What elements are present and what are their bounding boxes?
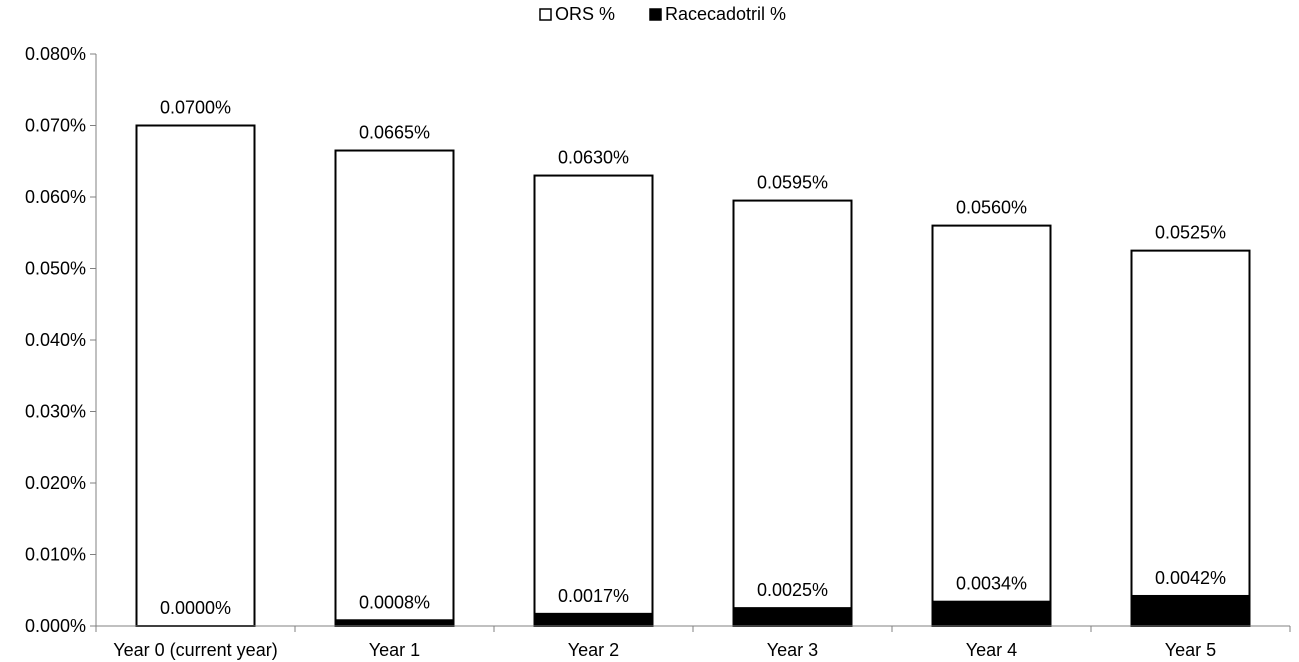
y-tick-label: 0.080% (25, 44, 86, 64)
x-axis: Year 0 (current year) Year 1 Year 2 Year 3 Y… (95, 625, 1291, 660)
data-label-racecadotril: 0.0017% (558, 586, 629, 606)
y-tick-label: 0.030% (25, 402, 86, 422)
data-label-ors: 0.0525% (1155, 223, 1226, 243)
x-category-label: Year 5 (1165, 640, 1216, 660)
y-tick-label: 0.020% (25, 473, 86, 493)
x-category-label: Year 2 (568, 640, 619, 660)
data-label-ors: 0.0595% (757, 173, 828, 193)
bar-racecadotril (1130, 594, 1251, 627)
legend-swatch-ors (539, 8, 552, 21)
data-label-racecadotril: 0.0025% (757, 580, 828, 600)
x-category-label: Year 0 (current year) (113, 640, 277, 660)
data-label-racecadotril: 0.0042% (1155, 568, 1226, 588)
y-tick-label: 0.010% (25, 545, 86, 565)
bar-racecadotril (334, 619, 455, 628)
bar-ors (732, 199, 853, 627)
legend-swatch-racecadotril (649, 8, 662, 21)
y-tick-label: 0.070% (25, 116, 86, 136)
bar-ors (931, 224, 1052, 627)
x-category-label: Year 4 (966, 640, 1017, 660)
y-tick-label: 0.060% (25, 187, 86, 207)
x-category-label: Year 3 (767, 640, 818, 660)
bar-series-group: 0.0700% 0.0000% 0.0665% 0.0008% 0.0630% 0.001… (135, 98, 1251, 628)
y-tick-label: 0.000% (25, 616, 86, 636)
data-label-ors: 0.0665% (359, 123, 430, 143)
y-tick-label: 0.040% (25, 330, 86, 350)
data-label-ors: 0.0560% (956, 198, 1027, 218)
y-axis: 0.000% 0.010% 0.020% 0.030% 0.040% 0.050% 0.06… (25, 44, 97, 636)
chart-legend: ORS % Racecadotril % (539, 4, 786, 24)
data-label-ors: 0.0700% (160, 98, 231, 118)
bar-ors (334, 149, 455, 627)
data-label-racecadotril: 0.0034% (956, 574, 1027, 594)
bar-ors (135, 124, 256, 627)
data-label-racecadotril: 0.0000% (160, 598, 231, 618)
bar-racecadotril (533, 612, 654, 627)
x-category-label: Year 1 (369, 640, 420, 660)
bar-racecadotril (931, 600, 1052, 628)
bar-ors (533, 174, 654, 628)
bar-ors (1130, 249, 1251, 627)
data-label-ors: 0.0630% (558, 148, 629, 168)
legend-label-ors: ORS % (555, 4, 615, 24)
bar-racecadotril (732, 607, 853, 627)
legend-label-racecadotril: Racecadotril % (665, 4, 786, 24)
y-tick-label: 0.050% (25, 259, 86, 279)
data-label-racecadotril: 0.0008% (359, 592, 430, 612)
